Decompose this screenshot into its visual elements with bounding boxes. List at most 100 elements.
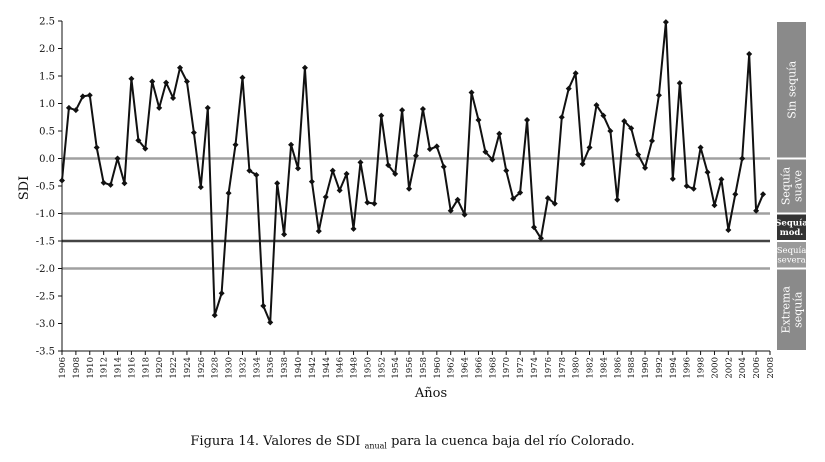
x-tick-label: 2002 xyxy=(724,357,734,379)
data-point xyxy=(517,189,524,196)
x-tick-label: 1920 xyxy=(155,357,165,379)
data-point xyxy=(642,164,649,171)
data-point xyxy=(183,78,190,85)
band-label-4: Extremasequía xyxy=(779,286,804,334)
data-point xyxy=(177,64,183,71)
data-point xyxy=(170,95,177,101)
x-axis-title: Años xyxy=(414,386,447,401)
band-label-1: Sequíasuave xyxy=(779,166,804,205)
data-point xyxy=(524,117,531,123)
x-tick-label: 1930 xyxy=(225,357,235,379)
band-label-line: Sequía xyxy=(779,166,792,205)
data-point xyxy=(65,104,72,111)
x-tick-label: 1940 xyxy=(294,357,304,379)
data-point xyxy=(690,185,697,192)
data-point xyxy=(100,179,107,186)
band-label-line: sequía xyxy=(791,291,804,328)
x-tick-label: 1908 xyxy=(72,357,82,379)
data-point xyxy=(544,195,551,202)
x-tick-label: 1982 xyxy=(586,357,596,379)
band-label-2: Sequía mod. xyxy=(775,217,808,238)
data-point xyxy=(475,117,482,123)
data-point xyxy=(440,163,447,170)
data-point xyxy=(635,151,642,158)
data-point xyxy=(593,102,600,109)
data-point xyxy=(704,169,711,176)
data-point xyxy=(503,167,510,174)
data-point xyxy=(586,144,593,151)
x-tick-label: 1946 xyxy=(336,357,346,379)
data-point xyxy=(669,175,676,182)
x-tick-label: 1944 xyxy=(322,357,332,379)
data-point xyxy=(121,180,128,187)
x-tick-label: 1978 xyxy=(558,357,568,379)
data-point xyxy=(760,191,767,198)
y-tick-label: -3.5 xyxy=(36,347,55,358)
data-point xyxy=(336,187,343,194)
x-tick-label: 1998 xyxy=(697,357,707,379)
x-tick-label: 1976 xyxy=(544,357,554,379)
y-tick-label: -2.5 xyxy=(36,292,55,303)
x-tick-label: 2004 xyxy=(738,357,748,379)
x-tick-label: 2008 xyxy=(766,357,776,379)
data-point xyxy=(628,125,635,132)
band-label-line: severa xyxy=(777,255,805,265)
band-label-line: Sin sequía xyxy=(785,60,798,118)
drought-threshold-lines xyxy=(62,157,770,270)
data-point xyxy=(79,93,86,100)
data-point xyxy=(232,141,239,148)
y-tick-label: -3.0 xyxy=(36,319,55,330)
band-1 xyxy=(777,159,806,213)
x-tick-label: 1926 xyxy=(197,357,207,379)
data-point xyxy=(447,207,454,214)
data-point xyxy=(649,137,655,144)
data-point xyxy=(281,231,288,238)
x-tick-label: 1934 xyxy=(252,357,262,379)
data-point xyxy=(197,184,204,191)
band-label-line: suave xyxy=(791,170,804,202)
x-tick-label: 1984 xyxy=(599,357,609,379)
caption-prefix: Figura 14. Valores de SDI xyxy=(190,434,361,449)
chart-axes xyxy=(61,21,770,352)
x-tick-label: 1954 xyxy=(391,357,401,379)
data-point xyxy=(253,172,260,178)
data-point xyxy=(746,51,753,57)
x-tick-label: 1996 xyxy=(683,357,693,379)
x-tick-label: 1952 xyxy=(377,357,387,379)
y-tick-label: -1.0 xyxy=(36,209,55,220)
y-tick-label: -1.5 xyxy=(36,237,55,248)
data-point xyxy=(357,159,364,166)
data-point xyxy=(711,202,718,209)
x-tick-label: 1974 xyxy=(530,357,540,379)
data-point xyxy=(260,302,267,309)
data-point xyxy=(683,183,690,189)
x-tick-labels: 1906 1908 1910 1912 1914 1916 1918 1920 1922 1924… xyxy=(58,351,776,379)
data-point xyxy=(489,156,496,163)
data-point xyxy=(600,112,607,119)
x-tick-label: 1992 xyxy=(655,357,665,379)
data-point xyxy=(697,144,704,151)
x-tick-label: 1960 xyxy=(433,357,443,379)
data-point xyxy=(86,92,93,99)
data-point xyxy=(204,104,211,111)
band-label-line: Sequía xyxy=(777,245,807,256)
data-point xyxy=(350,225,357,232)
data-point xyxy=(364,199,371,206)
x-tick-label: 1916 xyxy=(127,357,137,379)
data-point xyxy=(655,92,662,99)
data-point xyxy=(72,107,79,114)
data-point xyxy=(315,228,322,235)
x-tick-label: 1924 xyxy=(183,357,193,379)
data-point xyxy=(739,155,746,162)
data-point xyxy=(142,145,149,152)
data-point xyxy=(579,161,586,167)
data-point xyxy=(114,155,121,162)
data-point xyxy=(385,162,392,169)
data-point xyxy=(59,177,65,184)
x-tick-label: 1912 xyxy=(100,357,110,379)
x-tick-label: 1910 xyxy=(86,357,96,379)
caption-suffix: para la cuenca baja del río Colorado. xyxy=(386,434,635,449)
data-point xyxy=(662,19,669,26)
